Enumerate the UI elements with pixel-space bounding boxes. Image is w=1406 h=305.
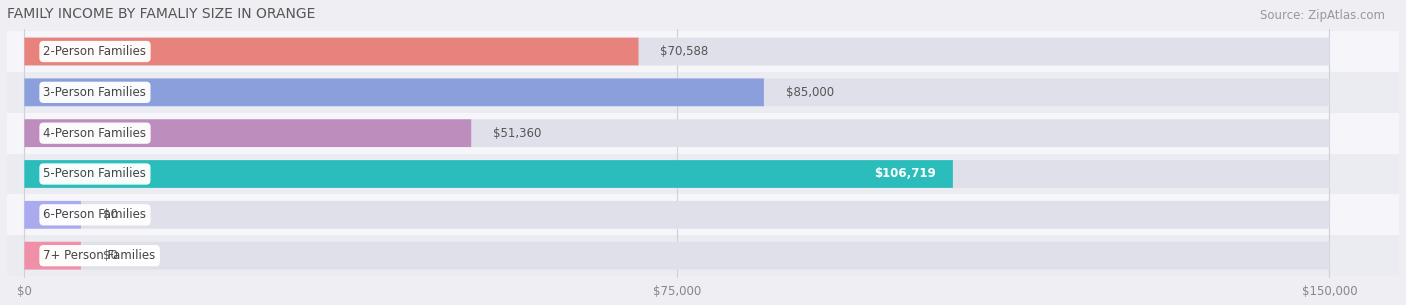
Text: $85,000: $85,000 (786, 86, 834, 99)
FancyBboxPatch shape (24, 160, 1330, 188)
FancyBboxPatch shape (24, 201, 1330, 229)
Text: FAMILY INCOME BY FAMALIY SIZE IN ORANGE: FAMILY INCOME BY FAMALIY SIZE IN ORANGE (7, 7, 315, 21)
FancyBboxPatch shape (24, 119, 471, 147)
FancyBboxPatch shape (24, 119, 1330, 147)
Text: 7+ Person Families: 7+ Person Families (44, 249, 156, 262)
Text: $0: $0 (103, 249, 118, 262)
Text: 4-Person Families: 4-Person Families (44, 127, 146, 140)
Bar (7, 194, 1399, 235)
Text: Source: ZipAtlas.com: Source: ZipAtlas.com (1260, 9, 1385, 22)
Text: $70,588: $70,588 (661, 45, 709, 58)
Text: 3-Person Families: 3-Person Families (44, 86, 146, 99)
Bar (7, 113, 1399, 154)
Text: 2-Person Families: 2-Person Families (44, 45, 146, 58)
Bar (7, 72, 1399, 113)
FancyBboxPatch shape (24, 160, 953, 188)
Bar (7, 235, 1399, 276)
FancyBboxPatch shape (24, 38, 1330, 65)
Text: 5-Person Families: 5-Person Families (44, 167, 146, 181)
FancyBboxPatch shape (24, 242, 82, 270)
FancyBboxPatch shape (24, 201, 82, 229)
Text: 6-Person Families: 6-Person Families (44, 208, 146, 221)
Bar (7, 154, 1399, 194)
Text: $51,360: $51,360 (494, 127, 541, 140)
Text: $106,719: $106,719 (873, 167, 935, 181)
FancyBboxPatch shape (24, 78, 1330, 106)
Bar (7, 31, 1399, 72)
Text: $0: $0 (103, 208, 118, 221)
FancyBboxPatch shape (24, 38, 638, 65)
FancyBboxPatch shape (24, 242, 1330, 270)
FancyBboxPatch shape (24, 78, 763, 106)
